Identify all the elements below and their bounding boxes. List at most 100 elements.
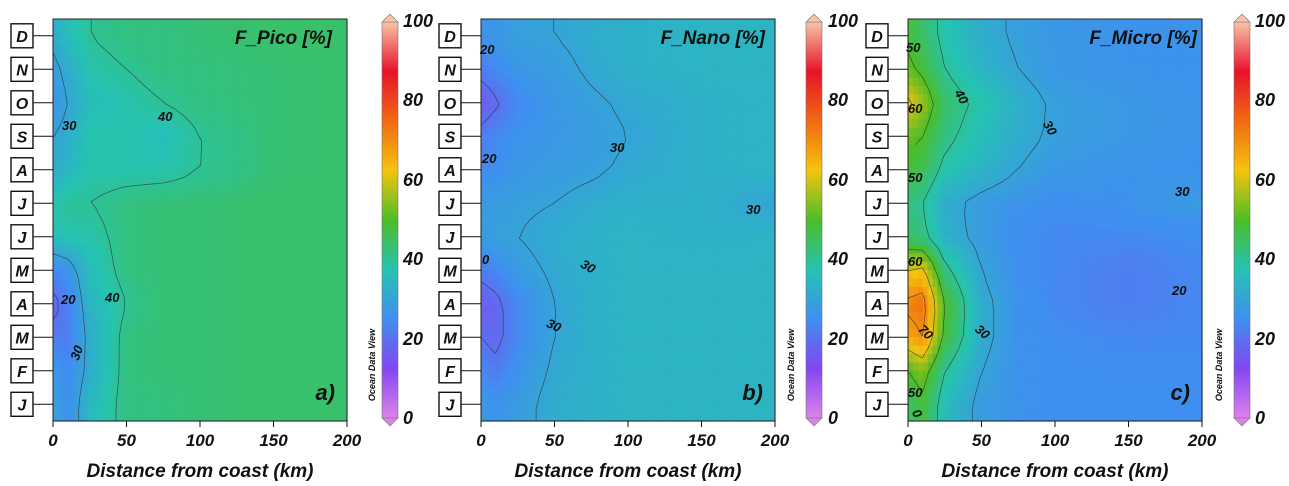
heatmap-cell: [515, 287, 521, 296]
heatmap-cell: [258, 44, 265, 54]
heatmap-cell: [667, 186, 673, 196]
heatmap-cell: [672, 253, 678, 263]
heatmap-cell: [160, 44, 167, 54]
heatmap-cell: [116, 52, 123, 62]
heatmap-cell: [136, 328, 142, 338]
heatmap-cell: [57, 412, 64, 422]
heatmap-cell: [219, 52, 226, 62]
heatmap-cell: [165, 94, 172, 104]
heatmap-cell: [608, 270, 614, 280]
heatmap-cell: [730, 111, 737, 121]
heatmap-cell: [62, 245, 69, 255]
heatmap-cell: [106, 178, 113, 188]
heatmap-cell: [180, 303, 186, 313]
heatmap-cell: [214, 337, 221, 347]
heatmap-cell: [721, 220, 727, 229]
heatmap-cell: [657, 136, 663, 146]
heatmap-cell: [165, 186, 172, 196]
heatmap-cell: [185, 186, 191, 196]
heatmap-cell: [82, 253, 88, 263]
heatmap-cell: [180, 211, 186, 221]
heatmap-cell: [116, 19, 123, 28]
heatmap-cell: [485, 228, 492, 238]
heatmap-cell: [765, 52, 771, 62]
heatmap-cell: [598, 94, 605, 104]
heatmap-cell: [92, 178, 98, 188]
heatmap-cell: [136, 379, 142, 389]
heatmap-cell: [82, 354, 88, 363]
heatmap-cell: [214, 77, 221, 87]
heatmap-cell: [505, 186, 511, 196]
heatmap-cell: [273, 35, 279, 45]
heatmap-cell: [244, 60, 250, 70]
heatmap-cell: [53, 211, 59, 221]
heatmap-cell: [82, 69, 88, 79]
heatmap-cell: [204, 387, 211, 397]
heatmap-cell: [530, 236, 536, 246]
heatmap-cell: [200, 395, 206, 405]
heatmap-cell: [515, 169, 521, 179]
heatmap-cell: [180, 354, 186, 363]
heatmap-cell: [57, 77, 64, 87]
heatmap-cell: [505, 111, 511, 121]
heatmap-cell: [544, 153, 551, 162]
heatmap-cell: [490, 136, 497, 146]
heatmap-cell: [686, 44, 693, 54]
heatmap-cell: [283, 186, 289, 196]
heatmap-cell: [146, 261, 152, 271]
heatmap-cell: [608, 86, 614, 95]
heatmap-cell: [278, 404, 284, 414]
heatmap-cell: [214, 362, 221, 372]
heatmap-cell: [569, 169, 575, 179]
heatmap-cell: [657, 94, 663, 104]
heatmap-cell: [263, 144, 270, 154]
heatmap-cell: [278, 303, 284, 313]
heatmap-cell: [730, 228, 737, 238]
heatmap-cell: [77, 94, 83, 104]
panel-b: F_Nano [%] b) 20 30 20 30 30 0 30 DNOSAJ…: [438, 18, 790, 482]
heatmap-cell: [185, 44, 191, 54]
heatmap-cell: [510, 60, 516, 70]
heatmap-cell: [681, 111, 688, 121]
heatmap-cell: [510, 253, 516, 263]
heatmap-cell: [520, 253, 526, 263]
heatmap-cell: [77, 362, 83, 372]
heatmap-cell: [322, 387, 328, 397]
heatmap-cell: [632, 270, 639, 280]
heatmap-cell: [180, 136, 186, 146]
heatmap-cell: [520, 220, 526, 229]
heatmap-cell: [317, 345, 324, 355]
heatmap-cell: [190, 412, 196, 422]
heatmap-cell: [87, 320, 93, 330]
heatmap-cell: [141, 387, 147, 397]
heatmap-cell: [539, 228, 546, 238]
heatmap-cell: [740, 111, 747, 121]
heatmap-cell: [623, 169, 629, 179]
heatmap-cell: [564, 228, 570, 238]
heatmap-cell: [652, 102, 658, 112]
heatmap-cell: [642, 111, 649, 121]
heatmap-cell: [121, 52, 128, 62]
heatmap-cell: [750, 119, 756, 129]
heatmap-cell: [273, 77, 279, 87]
heatmap-cell: [146, 102, 152, 112]
heatmap-cell: [312, 412, 319, 422]
heatmap-cell: [229, 278, 235, 288]
heatmap-cell: [549, 194, 556, 204]
heatmap-cell: [97, 261, 103, 271]
month-label: D: [16, 29, 28, 46]
heatmap-cell: [603, 203, 609, 213]
heatmap-cell: [283, 387, 289, 397]
heatmap-cell: [195, 111, 201, 121]
heatmap-cell: [268, 211, 275, 221]
heatmap-cell: [302, 303, 309, 313]
heatmap-cell: [258, 69, 265, 79]
heatmap-cell: [302, 94, 309, 104]
heatmap-cell: [180, 60, 186, 70]
heatmap-cell: [97, 119, 103, 129]
heatmap-cell: [53, 144, 59, 154]
heatmap-cell: [102, 328, 108, 338]
heatmap-cell: [288, 354, 294, 363]
heatmap-cell: [190, 60, 196, 70]
heatmap-cell: [298, 261, 304, 271]
